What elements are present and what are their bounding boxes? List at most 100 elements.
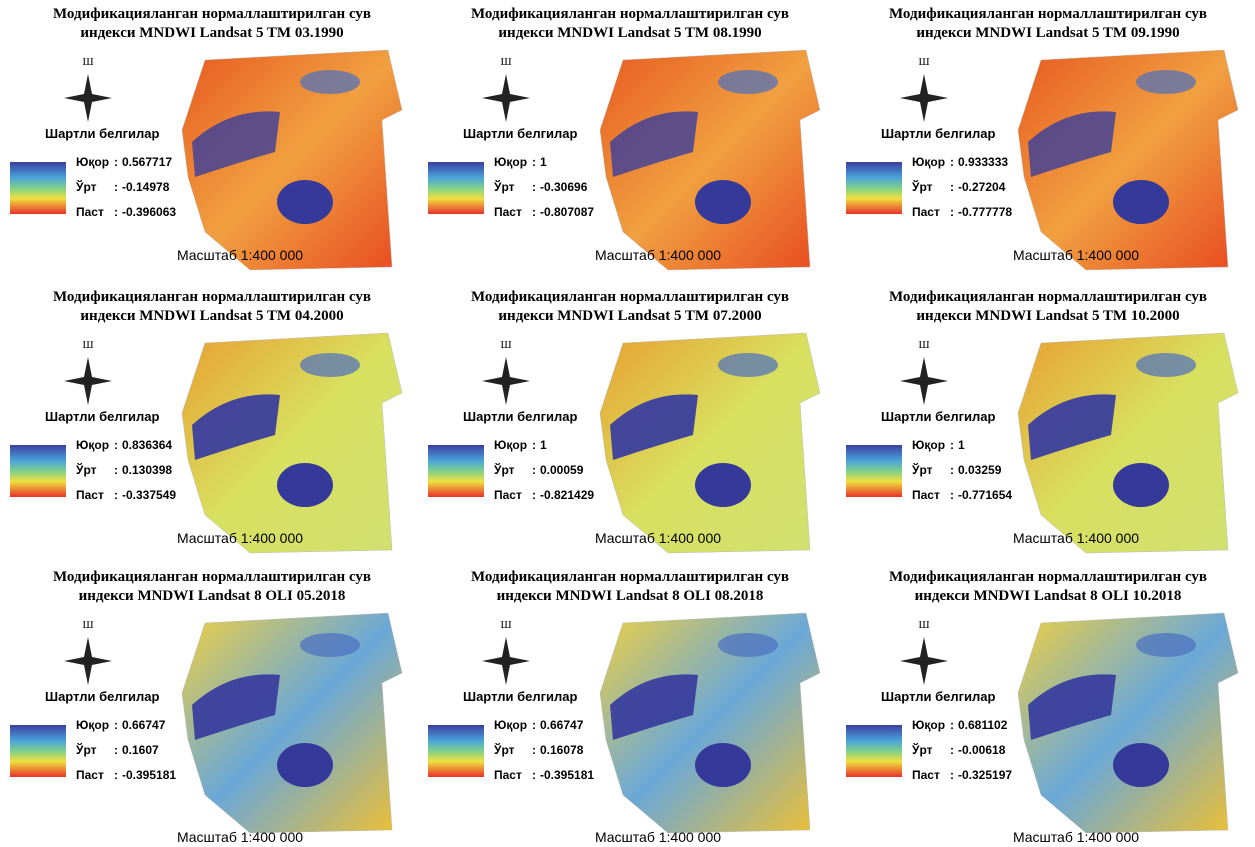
legend-title: Шартли белгилар	[45, 689, 160, 704]
legend-colon: :	[950, 205, 954, 219]
water-body	[695, 743, 751, 787]
legend-value: -0.396063	[122, 205, 176, 219]
legend-label: Юқор	[494, 155, 527, 169]
legend-label: Юқор	[912, 155, 945, 169]
legend-label: Ўрт	[911, 742, 933, 757]
water-body	[277, 463, 333, 507]
map-panel: Модификацияланган нормаллаштирилган суви…	[846, 6, 1238, 270]
water-body	[1136, 70, 1196, 94]
legend-colon: :	[114, 155, 118, 169]
north-label: Ш	[500, 339, 511, 351]
map-panel: Модификацияланган нормаллаштирилган суви…	[428, 569, 820, 845]
legend-value: -0.771654	[958, 488, 1012, 502]
water-body	[695, 180, 751, 224]
panel-title: Модификацияланган нормаллаштирилган сув	[53, 6, 371, 22]
legend-value: 0.00059	[540, 463, 584, 477]
legend-label: Паст	[912, 488, 940, 502]
color-ramp	[10, 725, 66, 777]
scale-text: Масштаб 1:400 000	[177, 247, 303, 263]
legend-colon: :	[532, 743, 536, 757]
legend-title: Шартли белгилар	[463, 689, 578, 704]
map-panel: Модификацияланган нормаллаштирилган суви…	[10, 569, 402, 845]
legend-title: Шартли белгилар	[463, 409, 578, 424]
legend-title: Шартли белгилар	[463, 126, 578, 141]
legend-colon: :	[532, 768, 536, 782]
legend-value: -0.821429	[540, 488, 594, 502]
compass	[482, 357, 530, 405]
legend-colon: :	[950, 180, 954, 194]
north-label: Ш	[918, 619, 929, 631]
legend-value: 0.681102	[958, 718, 1008, 732]
water-body	[277, 743, 333, 787]
legend-label: Юқор	[912, 718, 945, 732]
color-ramp	[846, 725, 902, 777]
legend-colon: :	[114, 488, 118, 502]
legend-value: -0.807087	[540, 205, 594, 219]
water-body	[300, 353, 360, 377]
legend-label: Паст	[494, 768, 522, 782]
legend-colon: :	[114, 743, 118, 757]
legend-value: -0.395181	[540, 768, 594, 782]
compass	[64, 357, 112, 405]
legend-label: Ўрт	[493, 179, 515, 194]
legend-value: -0.27204	[958, 180, 1006, 194]
legend-title: Шартли белгилар	[881, 409, 996, 424]
legend-value: -0.777778	[958, 205, 1012, 219]
water-body	[1136, 353, 1196, 377]
legend-colon: :	[114, 205, 118, 219]
north-label: Ш	[82, 339, 93, 351]
legend-colon: :	[950, 463, 954, 477]
compass	[64, 74, 112, 122]
legend-label: Паст	[494, 205, 522, 219]
panel-title: индекси MNDWI Landsat 5 TM 07.2000	[498, 308, 761, 324]
north-label: Ш	[500, 619, 511, 631]
panel-title: индекси MNDWI Landsat 5 TM 08.1990	[498, 25, 761, 41]
legend-label: Ўрт	[911, 179, 933, 194]
panel-title: Модификацияланган нормаллаштирилган сув	[471, 289, 789, 305]
panel-title: Модификацияланган нормаллаштирилган сув	[471, 569, 789, 585]
legend-value: 1	[540, 438, 547, 452]
panel-title: Модификацияланган нормаллаштирилган сув	[53, 289, 371, 305]
legend-label: Паст	[76, 768, 104, 782]
legend-value: -0.325197	[958, 768, 1012, 782]
map-panel: Модификацияланган нормаллаштирилган сув и…	[428, 6, 820, 270]
map-panel: Модификацияланган нормаллаштирилган суви…	[846, 289, 1238, 553]
north-label: Ш	[500, 56, 511, 68]
panel-title: индекси MNDWI Landsat 5 TM 09.1990	[916, 25, 1179, 41]
legend-label: Юқор	[76, 718, 109, 732]
legend-colon: :	[532, 718, 536, 732]
legend-colon: :	[950, 438, 954, 452]
legend-value: 1	[958, 438, 965, 452]
compass	[900, 74, 948, 122]
color-ramp	[846, 162, 902, 214]
legend-value: 0.16078	[540, 743, 584, 757]
map-panel: Модификацияланган нормаллаштирилган суви…	[10, 289, 402, 553]
legend-label: Паст	[76, 205, 104, 219]
water-body	[300, 633, 360, 657]
water-body	[1113, 180, 1169, 224]
legend-label: Юқор	[76, 438, 109, 452]
figure: Модификацияланган нормаллаштирилган сув и…	[0, 0, 1255, 847]
legend-value: 0.130398	[122, 463, 172, 477]
scale-text: Масштаб 1:400 000	[595, 829, 721, 845]
legend-value: 0.03259	[958, 463, 1002, 477]
legend-value: -0.395181	[122, 768, 176, 782]
legend-value: 0.66747	[122, 718, 166, 732]
legend-colon: :	[532, 180, 536, 194]
legend-value: 0.1607	[122, 743, 159, 757]
water-body	[1113, 743, 1169, 787]
compass	[900, 637, 948, 685]
panel-title: индекси MNDWI Landsat 5 TM 03.1990	[80, 25, 343, 41]
legend-colon: :	[950, 488, 954, 502]
legend-label: Юқор	[912, 438, 945, 452]
color-ramp	[428, 162, 484, 214]
legend-colon: :	[950, 743, 954, 757]
legend-title: Шартли белгилар	[45, 126, 160, 141]
legend-value: -0.14978	[122, 180, 170, 194]
legend-colon: :	[114, 180, 118, 194]
water-body	[300, 70, 360, 94]
panel-title: Модификацияланган нормаллаштирилган сув	[53, 569, 371, 585]
panel-title: Модификацияланган нормаллаштирилган сув	[471, 6, 789, 22]
legend-colon: :	[950, 155, 954, 169]
legend-label: Паст	[76, 488, 104, 502]
